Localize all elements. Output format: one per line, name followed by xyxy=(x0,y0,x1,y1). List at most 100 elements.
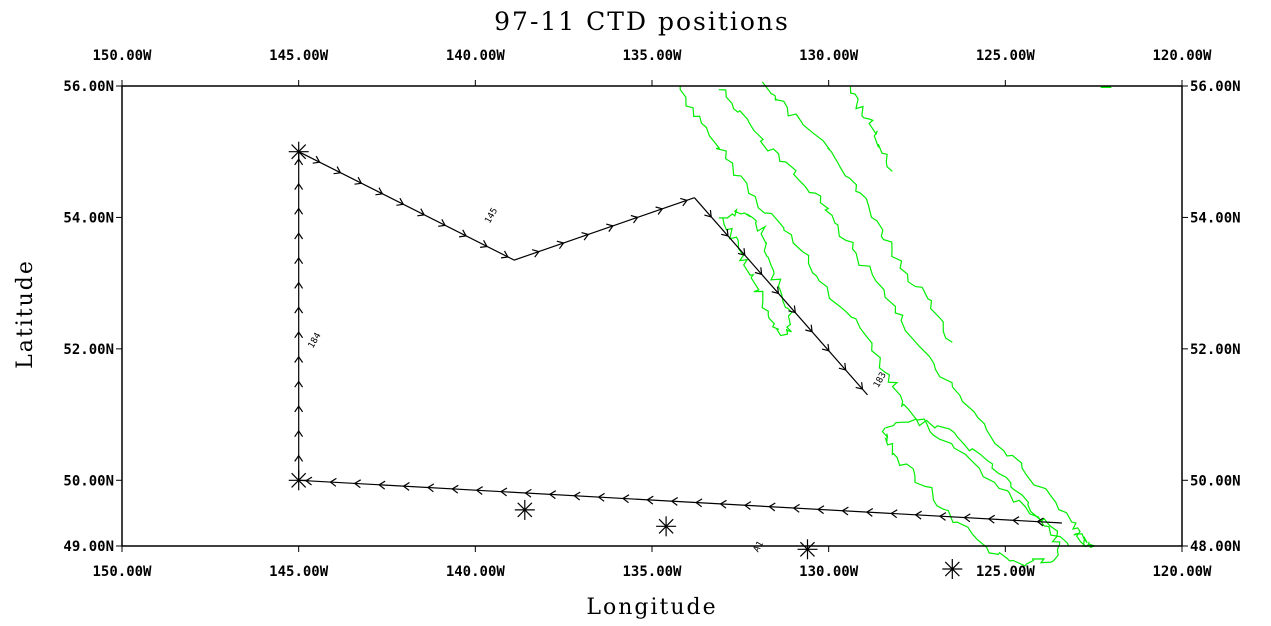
track-arrow xyxy=(294,256,304,265)
station-marker xyxy=(656,516,677,537)
coastline-segment xyxy=(718,207,793,337)
track-arrow xyxy=(556,240,565,250)
y-tick-label-right: 56.00N xyxy=(1190,79,1241,95)
track-arrow xyxy=(771,286,780,295)
track-arrow xyxy=(855,382,864,390)
track-arrow xyxy=(426,483,435,493)
track-arrow xyxy=(417,208,426,217)
x-tick-label-bottom: 135.00W xyxy=(622,564,682,580)
track-arrow xyxy=(451,484,459,494)
y-tick-label-left: 56.00N xyxy=(63,79,114,95)
track-arrow xyxy=(792,503,800,513)
track-leg-145 xyxy=(298,151,695,261)
track-arrow xyxy=(396,197,405,206)
track-arrow xyxy=(655,206,664,215)
track-arrow xyxy=(294,182,304,190)
y-tick-label-left: 54.00N xyxy=(63,210,114,226)
track-label: 184 xyxy=(307,331,324,350)
track-arrow xyxy=(597,492,605,502)
x-tick-label-top: 135.00W xyxy=(622,48,682,64)
track-arrow xyxy=(329,477,337,487)
track-arrow xyxy=(294,207,304,215)
y-tick-label-left: 50.00N xyxy=(63,473,114,489)
y-axis-title: Latitude xyxy=(13,259,38,369)
track-arrow xyxy=(754,267,763,276)
track-arrow xyxy=(788,305,797,314)
track-arrow xyxy=(294,232,304,240)
y-tick-label-left: 52.00N xyxy=(63,342,114,358)
track-arrow xyxy=(402,481,410,491)
track-arrow xyxy=(621,494,630,504)
track-arrow xyxy=(294,405,304,413)
track-arrow xyxy=(294,281,304,289)
x-axis-title: Longitude xyxy=(586,595,717,620)
track-arrow xyxy=(1036,517,1044,527)
track-arrow xyxy=(459,229,468,238)
track-arrow xyxy=(500,250,509,259)
ctd-track xyxy=(294,151,1062,527)
track-arrow xyxy=(719,499,727,509)
coastline-segment xyxy=(718,89,1088,547)
track-arrow xyxy=(646,495,654,505)
track-arrow xyxy=(438,219,447,227)
station-marker xyxy=(288,470,309,491)
map-frame xyxy=(121,85,1183,547)
y-tick-label-left: 49.00N xyxy=(63,539,114,555)
x-tick-label-bottom: 130.00W xyxy=(799,564,859,580)
track-arrow xyxy=(938,512,947,521)
track-arrow xyxy=(548,490,557,500)
track-arrow xyxy=(294,429,304,438)
track-leg-A1 xyxy=(298,479,1062,524)
y-tick-label-right: 48.00N xyxy=(1190,539,1241,555)
track-arrow xyxy=(987,514,996,524)
track-arrow xyxy=(838,362,847,371)
track-label: A1 xyxy=(752,540,766,554)
station-marker xyxy=(288,141,309,162)
track-arrow xyxy=(737,248,746,256)
x-tick-label-bottom: 145.00W xyxy=(269,564,329,580)
track-arrow xyxy=(294,454,304,462)
track-arrow xyxy=(721,228,729,237)
x-tick-label-bottom: 140.00W xyxy=(446,564,506,580)
track-arrow xyxy=(294,331,304,339)
track-arrow xyxy=(333,166,342,175)
track-arrow xyxy=(499,487,508,497)
track-arrow xyxy=(294,355,304,363)
track-arrow xyxy=(743,501,752,510)
station-markers xyxy=(288,141,963,579)
station-marker xyxy=(514,499,535,520)
x-tick-label-top: 150.00W xyxy=(92,48,152,64)
track-arrow xyxy=(531,249,540,258)
y-tick-label-right: 52.00N xyxy=(1190,342,1241,358)
coastline-segment xyxy=(761,81,953,343)
track-arrow xyxy=(354,176,363,185)
track-arrow xyxy=(353,479,362,489)
track-arrow xyxy=(670,496,679,506)
x-tick-label-bottom: 125.00W xyxy=(976,564,1036,580)
track-arrow xyxy=(606,223,614,232)
track-arrow xyxy=(821,343,830,352)
coastline-segment xyxy=(849,86,893,172)
track-arrow xyxy=(294,306,304,314)
x-tick-label-bottom: 120.00W xyxy=(1152,564,1212,580)
track-arrow xyxy=(480,240,488,248)
x-tick-label-top: 130.00W xyxy=(799,48,859,64)
track-arrow xyxy=(890,509,898,519)
x-tick-label-bottom: 150.00W xyxy=(92,564,152,580)
track-arrow xyxy=(378,480,386,490)
y-tick-label-right: 54.00N xyxy=(1190,210,1241,226)
track-arrow xyxy=(914,510,922,520)
station-marker xyxy=(942,559,963,579)
axis-ticks: 150.00W 150.00W 145.00W 145.00W 140.00W 140.0… xyxy=(63,48,1240,580)
track-arrow xyxy=(294,380,304,388)
track-arrow xyxy=(704,209,712,218)
track-arrow xyxy=(695,498,703,508)
track-label: 145 xyxy=(483,206,500,225)
x-tick-label-top: 145.00W xyxy=(269,48,329,64)
track-arrow xyxy=(630,214,639,224)
track-arrow xyxy=(768,502,776,512)
track-arrow xyxy=(680,197,689,207)
x-tick-label-top: 120.00W xyxy=(1152,48,1212,64)
coastline-segment xyxy=(679,86,1070,547)
